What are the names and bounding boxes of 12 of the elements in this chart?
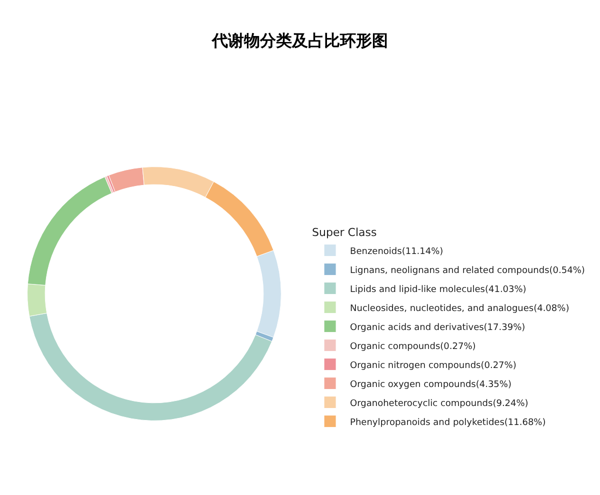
legend-label: Phenylpropanoids and polyketides(11.68%)	[350, 418, 546, 428]
legend-label: Lipids and lipid-like molecules(41.03%)	[350, 284, 526, 295]
legend-label: Organic oxygen compounds(4.35%)	[350, 380, 512, 390]
legend-label: Organoheterocyclic compounds(9.24%)	[350, 398, 528, 409]
chart-title: 代谢物分类及占比环形图	[211, 30, 388, 50]
legend-label: Benzenoids(11.14%)	[350, 246, 444, 257]
legend-label: Organic compounds(0.27%)	[350, 342, 476, 352]
legend-label: Lignans, neolignans and related compounds(0.54%)	[350, 266, 585, 276]
legend-label: Nucleosides, nucleotides, and analogues(4.08%)	[350, 304, 570, 314]
legend-title: Super Class	[312, 226, 377, 239]
legend-label: Organic nitrogen compounds(0.27%)	[350, 360, 516, 371]
legend-label: Organic acids and derivatives(17.39%)	[350, 322, 526, 333]
